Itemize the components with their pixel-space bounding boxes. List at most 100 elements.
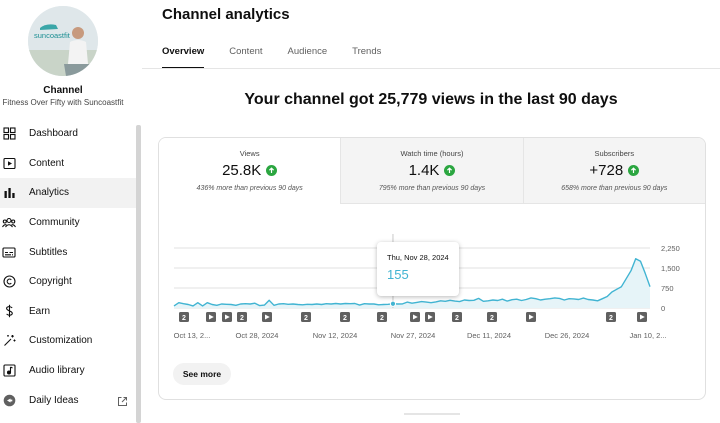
- chart-y-tick-label: 750: [661, 284, 674, 293]
- arrow-up-icon: [628, 165, 640, 176]
- channel-name: Fitness Over Fifty with Suncoastfit: [2, 98, 124, 107]
- sidebar-item-community[interactable]: Community: [0, 208, 136, 238]
- tab-overview[interactable]: Overview: [162, 46, 205, 69]
- metric-value: +728: [589, 162, 624, 179]
- copyright-icon: [1, 274, 17, 290]
- dashboard-icon: [1, 126, 17, 142]
- metric-title: Subscribers: [594, 149, 635, 158]
- tab-audience[interactable]: Audience: [287, 46, 328, 57]
- earn-icon: [1, 303, 17, 319]
- tooltip-date: Thu, Nov 28, 2024: [387, 253, 449, 262]
- metric-value: 25.8K: [222, 162, 262, 179]
- avatar-brand-text: suncoastfit: [34, 31, 70, 40]
- metric-comparison: 658% more than previous 90 days: [561, 185, 668, 192]
- chart-tooltip: Thu, Nov 28, 2024 155: [377, 242, 459, 296]
- content-icon: [1, 155, 17, 171]
- play-icon: [265, 314, 270, 320]
- analytics-icon: [1, 185, 17, 201]
- chart-event-marker: [179, 312, 189, 322]
- metric-subscribers[interactable]: Subscribers +728 658% more than previous…: [522, 138, 705, 204]
- chart-event-marker: [237, 312, 247, 322]
- sidebar-item-label: Subtitles: [29, 246, 68, 258]
- chart-x-tick-label: Nov 27, 2024: [391, 331, 436, 340]
- sidebar-item-label: Earn: [29, 305, 51, 317]
- chart-x-tick-label: Dec 11, 2024: [467, 331, 511, 340]
- sidebar-item-content[interactable]: Content: [0, 149, 136, 179]
- play-icon: [428, 314, 433, 320]
- audio-library-icon: [1, 363, 17, 379]
- sidebar-item-customization[interactable]: Customization: [0, 326, 136, 356]
- chart-event-marker-label: 2: [343, 315, 347, 322]
- sidebar-item-label: Content: [29, 157, 65, 169]
- metric-views[interactable]: Views 25.8K 436% more than previous 90 d…: [159, 138, 341, 204]
- chart-y-tick-label: 0: [661, 304, 665, 313]
- sidebar-scrollbar[interactable]: [136, 125, 141, 423]
- sidebar-item-label: Analytics: [29, 187, 70, 199]
- sidebar-item-subtitles[interactable]: Subtitles: [0, 237, 136, 267]
- play-icon: [225, 314, 230, 320]
- chart-x-tick-label: Nov 12, 2024: [313, 331, 358, 340]
- external-link-icon[interactable]: [117, 394, 128, 407]
- chart-y-tick-label: 1,500: [661, 264, 680, 273]
- sidebar-item-earn[interactable]: Earn: [0, 297, 136, 327]
- chart-x-tick-label: Oct 28, 2024: [236, 331, 279, 340]
- arrow-up-icon: [266, 165, 278, 176]
- chart-x-tick-label: Oct 13, 2...: [174, 331, 211, 340]
- tab-content[interactable]: Content: [229, 46, 263, 57]
- chart-series-line: [173, 258, 651, 307]
- chart-y-tick-label: 2,250: [661, 244, 680, 253]
- metric-value: 1.4K: [408, 162, 440, 179]
- sidebar-item-audio-library[interactable]: Audio library: [0, 356, 136, 386]
- tab-trends[interactable]: Trends: [352, 46, 382, 57]
- chart-event-marker-label: 2: [240, 315, 244, 322]
- sidebar-item-label: Customization: [29, 335, 93, 347]
- play-icon: [640, 314, 645, 320]
- arrow-up-icon: [444, 165, 456, 176]
- chart-event-marker-label: 2: [182, 315, 186, 322]
- chart-event-marker: [606, 312, 616, 322]
- bottom-divider: [404, 413, 460, 415]
- chart-event-marker-label: 2: [304, 315, 308, 322]
- chart-event-marker: [340, 312, 350, 322]
- chart-x-tick-label: Dec 26, 2024: [545, 331, 590, 340]
- avatar[interactable]: suncoastfit: [28, 6, 98, 76]
- chart-event-marker: [452, 312, 462, 322]
- daily-ideas-icon: [1, 392, 17, 408]
- chart-event-marker-label: 2: [380, 315, 384, 322]
- see-more-button[interactable]: See more: [173, 363, 231, 385]
- metric-comparison: 436% more than previous 90 days: [196, 185, 303, 192]
- metric-comparison: 795% more than previous 90 days: [378, 185, 486, 192]
- chart-event-marker: [301, 312, 311, 322]
- chart-hover-point: [389, 300, 397, 307]
- metric-tabs: Views 25.8K 436% more than previous 90 d…: [159, 138, 705, 204]
- subtitles-icon: [1, 244, 17, 260]
- sidebar-item-label: Dashboard: [29, 128, 78, 140]
- chart-x-tick-label: Jan 10, 2...: [629, 331, 666, 340]
- sidebar-item-analytics[interactable]: Analytics: [0, 178, 136, 208]
- sidebar-item-daily-ideas[interactable]: Daily Ideas: [0, 385, 136, 415]
- analytics-tabs: Overview Content Audience Trends: [162, 46, 406, 69]
- tooltip-value: 155: [387, 267, 409, 282]
- metric-title: Watch time (hours): [400, 149, 464, 158]
- page-title: Channel analytics: [162, 6, 290, 23]
- customization-icon: [1, 333, 17, 349]
- community-icon: [1, 215, 17, 231]
- play-icon: [209, 314, 214, 320]
- sidebar-item-label: Daily Ideas: [29, 394, 79, 406]
- play-icon: [529, 314, 534, 320]
- chart-area: [174, 258, 650, 308]
- sidebar-item-label: Copyright: [29, 276, 72, 288]
- chart-event-marker: [487, 312, 497, 322]
- metric-watch-time[interactable]: Watch time (hours) 1.4K 795% more than p…: [340, 138, 523, 204]
- sidebar-item-copyright[interactable]: Copyright: [0, 267, 136, 297]
- chart-event-marker-label: 2: [455, 315, 459, 322]
- sidebar-item-label: Community: [29, 217, 80, 229]
- channel-label: Channel: [43, 85, 83, 96]
- sidebar-nav: Dashboard Content Analytics Community Su…: [0, 119, 136, 415]
- sidebar-item-dashboard[interactable]: Dashboard: [0, 119, 136, 149]
- chart-event-marker: [377, 312, 387, 322]
- metric-title: Views: [239, 149, 260, 158]
- play-icon: [413, 314, 418, 320]
- views-headline: Your channel got 25,779 views in the las…: [244, 91, 618, 108]
- chart-event-marker-label: 2: [609, 315, 613, 322]
